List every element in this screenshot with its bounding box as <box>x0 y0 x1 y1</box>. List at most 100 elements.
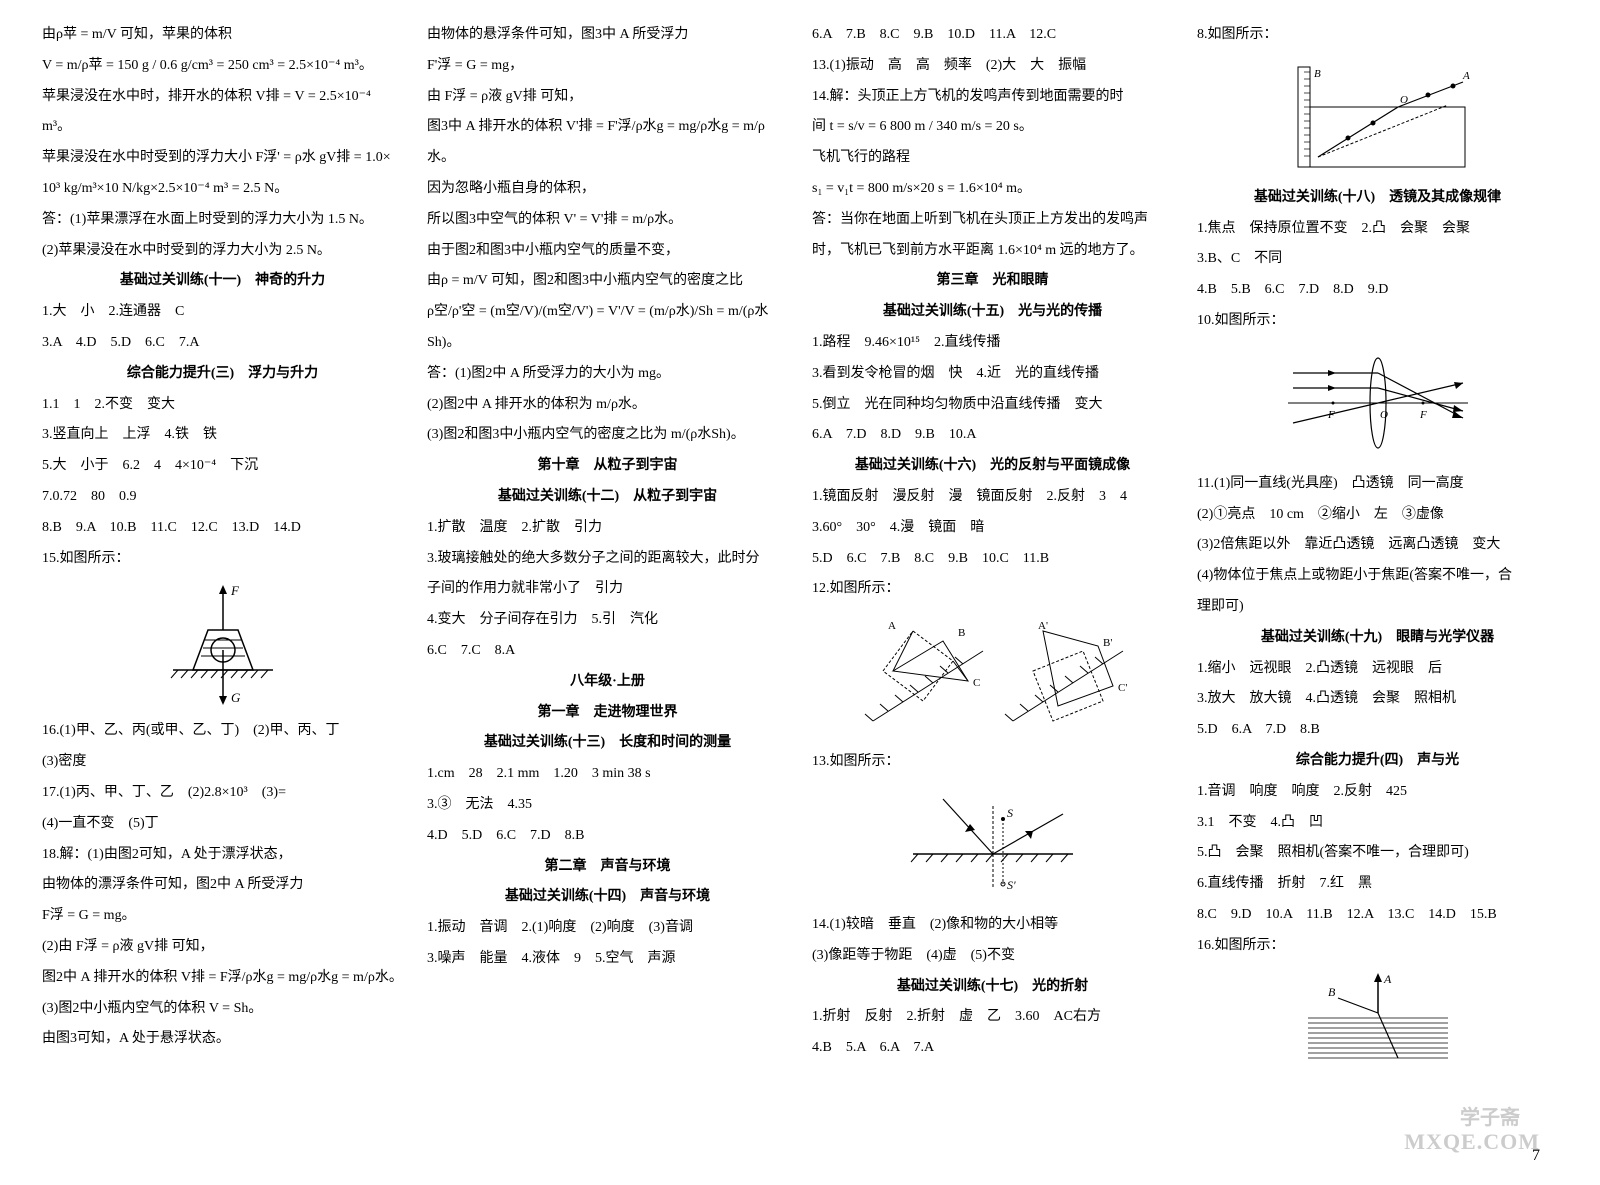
diag-label: A' <box>1038 620 1048 632</box>
text-line: 子间的作用力就非常小了 引力 <box>427 574 788 605</box>
force-diagram: F G <box>163 580 283 710</box>
text-line: 3.看到发令枪冒的烟 快 4.近 光的直线传播 <box>812 359 1173 390</box>
text-line: 8.B 9.A 10.B 11.C 12.C 13.D 14.D <box>42 513 403 544</box>
text-line: 由物体的悬浮条件可知，图3中 A 所受浮力 <box>427 20 788 51</box>
text-line: 1.扩散 温度 2.扩散 引力 <box>427 513 788 544</box>
text-line: 16.如图所示： <box>1197 931 1558 962</box>
diag-label: O <box>1400 94 1408 106</box>
section-heading: 综合能力提升(三) 浮力与升力 <box>42 359 403 390</box>
text-line: 图3中 A 排开水的体积 V'排 = F'浮/ρ水g = mg/ρ水g = m/… <box>427 112 788 174</box>
text-line: 11.(1)同一直线(光具座) 凸透镜 同一高度 <box>1197 469 1558 500</box>
text-line: 3.60° 30° 4.漫 镜面 暗 <box>812 513 1173 544</box>
text-line: 10.如图所示： <box>1197 306 1558 337</box>
text-line: 4.D 5.D 6.C 7.D 8.B <box>427 821 788 852</box>
watermark-cn: 学子斋 <box>1460 1101 1520 1130</box>
section-heading: 基础过关训练(十九) 眼睛与光学仪器 <box>1197 623 1558 654</box>
text-line: 3.③ 无法 4.35 <box>427 790 788 821</box>
diag-label: C' <box>1118 682 1127 694</box>
text-line: 16.(1)甲、乙、丙(或甲、乙、丁) (2)甲、丙、丁 <box>42 716 403 747</box>
text-line: 1.振动 音调 2.(1)响度 (2)响度 (3)音调 <box>427 913 788 944</box>
text-line: 1.cm 28 2.1 mm 1.20 3 min 38 s <box>427 759 788 790</box>
column-4: 8.如图所示： B A O 基础过关训练(十八) 透 <box>1185 20 1570 1175</box>
section-heading: 基础过关训练(十三) 长度和时间的测量 <box>427 728 788 759</box>
label-g: G <box>231 690 241 705</box>
text-line: 4.B 5.A 6.A 7.A <box>812 1033 1173 1064</box>
chapter-heading: 第十章 从粒子到宇宙 <box>427 451 788 482</box>
text-line: 答：当你在地面上听到飞机在头顶正上方发出的发鸣声 <box>812 205 1173 236</box>
text-line: 13.(1)振动 高 高 频率 (2)大 大 振幅 <box>812 51 1173 82</box>
text-line: 6.A 7.D 8.D 9.B 10.A <box>812 420 1173 451</box>
diag-label: B <box>1314 68 1321 80</box>
text-line: 14.解：头顶正上方飞机的发鸣声传到地面需要的时 <box>812 82 1173 113</box>
text-line: 3.A 4.D 5.D 6.C 7.A <box>42 328 403 359</box>
section-heading: 基础过关训练(十四) 声音与环境 <box>427 882 788 913</box>
label-f: F <box>230 583 240 598</box>
diag-label: B <box>1328 985 1336 999</box>
text-line: (3)2倍焦距以外 靠近凸透镜 远离凸透镜 变大 <box>1197 530 1558 561</box>
text-line: (3)图2和图3中小瓶内空气的密度之比为 m/(ρ水Sh)。 <box>427 420 788 451</box>
diag-label: O <box>1380 409 1388 421</box>
text-line: 12.如图所示： <box>812 574 1173 605</box>
column-1: 由ρ苹 = m/V 可知，苹果的体积 V = m/ρ苹 = 150 g / 0.… <box>30 20 415 1175</box>
page-container: 由ρ苹 = m/V 可知，苹果的体积 V = m/ρ苹 = 150 g / 0.… <box>0 0 1600 1185</box>
text-line: (4)一直不变 (5)丁 <box>42 809 403 840</box>
text-line: 苹果浸没在水中时受到的浮力大小 F浮' = ρ水 gV排 = 1.0× <box>42 143 403 174</box>
text-line: 图2中 A 排开水的体积 V排 = F浮/ρ水g = mg/ρ水g = m/ρ水… <box>42 963 403 994</box>
text-line: 3.玻璃接触处的绝大多数分子之间的距离较大，此时分 <box>427 544 788 575</box>
text-line: 飞机飞行的路程 <box>812 143 1173 174</box>
text-line: (3)像距等于物距 (4)虚 (5)不变 <box>812 941 1173 972</box>
text-line: 3.噪声 能量 4.液体 9 5.空气 声源 <box>427 944 788 975</box>
text-line: 由 F浮 = ρ液 gV排 可知， <box>427 82 788 113</box>
text-line: (2)苹果浸没在水中时受到的浮力大小为 2.5 N。 <box>42 236 403 267</box>
diag-label: C <box>973 677 980 689</box>
text-line: (3)图2中小瓶内空气的体积 V = Sh。 <box>42 994 403 1025</box>
page-number: 7 <box>1532 1147 1540 1165</box>
text-line: 8.如图所示： <box>1197 20 1558 51</box>
text-line: (2)①亮点 10 cm ②缩小 左 ③虚像 <box>1197 500 1558 531</box>
text-line: 答：(1)图2中 A 所受浮力的大小为 mg。 <box>427 359 788 390</box>
reflection-diagram-pair: A B C A' B' C' <box>853 611 1133 741</box>
text-line: 5.大 小于 6.2 4 4×10⁻⁴ 下沉 <box>42 451 403 482</box>
text-line: 苹果浸没在水中时，排开水的体积 V排 = V = 2.5×10⁻⁴ m³。 <box>42 82 403 144</box>
text-line: 1.缩小 远视眼 2.凸透镜 远视眼 后 <box>1197 654 1558 685</box>
chapter-heading: 第三章 光和眼睛 <box>812 266 1173 297</box>
text-line: 10³ kg/m³×10 N/kg×2.5×10⁻⁴ m³ = 2.5 N。 <box>42 174 403 205</box>
section-heading: 基础过关训练(十二) 从粒子到宇宙 <box>427 482 788 513</box>
diag-label: B <box>958 627 965 639</box>
text-line: 5.D 6.C 7.B 8.C 9.B 10.C 11.B <box>812 544 1173 575</box>
section-heading: 基础过关训练(十五) 光与光的传播 <box>812 297 1173 328</box>
column-2: 由物体的悬浮条件可知，图3中 A 所受浮力 F'浮 = G = mg， 由 F浮… <box>415 20 800 1175</box>
text-line: V = m/ρ苹 = 150 g / 0.6 g/cm³ = 250 cm³ =… <box>42 51 403 82</box>
text-line: 由图3可知，A 处于悬浮状态。 <box>42 1024 403 1055</box>
text-line: 所以图3中空气的体积 V' = V'排 = m/ρ水。 <box>427 205 788 236</box>
text-line: 8.C 9.D 10.A 11.B 12.A 13.C 14.D 15.B <box>1197 900 1558 931</box>
text-line: 7.0.72 80 0.9 <box>42 482 403 513</box>
text-line: 间 t = s/v = 6 800 m / 340 m/s = 20 s。 <box>812 112 1173 143</box>
grade-heading: 八年级·上册 <box>427 667 788 698</box>
text-line: 18.解：(1)由图2可知，A 处于漂浮状态， <box>42 840 403 871</box>
text-line: 理即可) <box>1197 592 1558 623</box>
text-line: 14.(1)较暗 垂直 (2)像和物的大小相等 <box>812 910 1173 941</box>
text-line: 5.凸 会聚 照相机(答案不唯一，合理即可) <box>1197 838 1558 869</box>
text-line: 6.C 7.C 8.A <box>427 636 788 667</box>
text-line: 1.1 1 2.不变 变大 <box>42 390 403 421</box>
text-line: 3.1 不变 4.凸 凹 <box>1197 808 1558 839</box>
text-line: 答：(1)苹果漂浮在水面上时受到的浮力大小为 1.5 N。 <box>42 205 403 236</box>
text-line: 由ρ = m/V 可知，图2和图3中小瓶内空气的密度之比 <box>427 266 788 297</box>
diag-label: B' <box>1103 637 1112 649</box>
text-line: 6.直线传播 折射 7.红 黑 <box>1197 869 1558 900</box>
diag-label: S' <box>1007 878 1016 892</box>
text-line: s₁ = v₁t = 800 m/s×20 s = 1.6×10⁴ m。 <box>812 174 1173 205</box>
text-line: 因为忽略小瓶自身的体积， <box>427 174 788 205</box>
text-line: 13.如图所示： <box>812 747 1173 778</box>
diag-label: S <box>1007 806 1013 820</box>
text-line: (3)密度 <box>42 747 403 778</box>
text-line: 3.竖直向上 上浮 4.铁 铁 <box>42 420 403 451</box>
text-line: 4.变大 分子间存在引力 5.引 汽化 <box>427 605 788 636</box>
text-line: 由ρ苹 = m/V 可知，苹果的体积 <box>42 20 403 51</box>
refraction-ruler-diagram: B A O <box>1278 57 1478 177</box>
text-line: 1.折射 反射 2.折射 虚 乙 3.60 AC右方 <box>812 1002 1173 1033</box>
diag-label: A <box>1462 70 1470 82</box>
text-line: 15.如图所示： <box>42 544 403 575</box>
lens-ray-diagram: F F O <box>1278 343 1478 463</box>
